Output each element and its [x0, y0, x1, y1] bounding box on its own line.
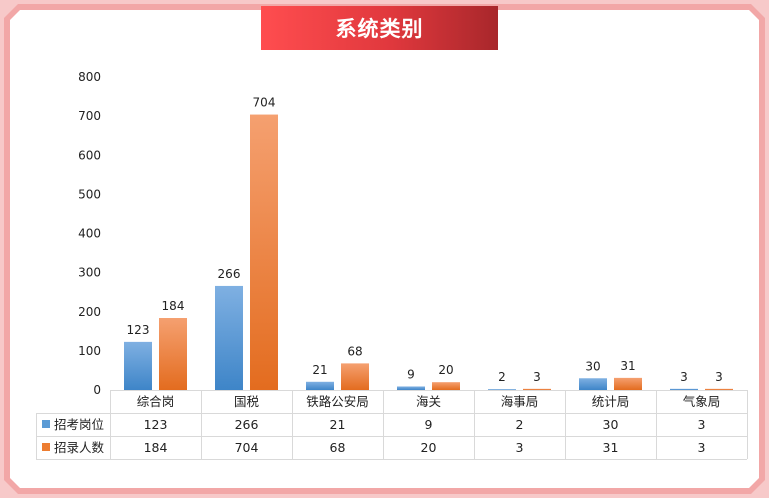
table-cell-value: 30 [603, 417, 619, 432]
bar-hires [250, 114, 278, 390]
bar-data-label: 31 [620, 359, 635, 373]
bar-positions [488, 389, 516, 390]
table-cell-value: 704 [235, 440, 259, 455]
legend-swatch [42, 420, 50, 428]
bar-data-label: 266 [218, 267, 241, 281]
table-cell-value: 20 [421, 440, 437, 455]
bar-positions [579, 378, 607, 390]
bar-hires [523, 388, 551, 390]
bar-data-label: 9 [407, 367, 415, 381]
y-tick-label: 800 [78, 70, 101, 84]
bar-positions [306, 381, 334, 390]
table-cell-value: 3 [516, 440, 524, 455]
table-cell-value: 31 [603, 440, 619, 455]
bar-data-label: 21 [312, 363, 327, 377]
legend-swatch [42, 443, 50, 451]
table-cell-value: 68 [330, 440, 346, 455]
bar-data-label: 3 [680, 370, 688, 384]
bar-data-label: 123 [127, 323, 150, 337]
y-tick-label: 100 [78, 344, 101, 358]
bar-data-label: 184 [162, 299, 185, 313]
category-label: 统计局 [592, 394, 630, 409]
table-cell-value: 21 [330, 417, 346, 432]
chart-card [10, 10, 759, 488]
category-label: 铁路公安局 [306, 394, 369, 409]
legend-label: 招考岗位 [54, 417, 104, 432]
table-cell-value: 266 [235, 417, 259, 432]
category-label: 国税 [234, 394, 260, 409]
bar-data-label: 704 [253, 96, 276, 110]
chart-title: 系统类别 [261, 6, 498, 50]
category-label: 综合岗 [137, 394, 175, 409]
legend-label: 招录人数 [54, 440, 105, 455]
bar-positions [670, 388, 698, 390]
bar-data-label: 3 [715, 370, 723, 384]
bar-positions [215, 285, 243, 390]
bar-positions [397, 386, 425, 390]
y-tick-label: 500 [78, 187, 101, 201]
table-cell-value: 184 [144, 440, 168, 455]
bar-data-label: 3 [533, 370, 541, 384]
category-label: 海事局 [501, 394, 539, 409]
bar-hires [614, 377, 642, 390]
y-tick-label: 200 [78, 305, 101, 319]
bar-data-label: 20 [438, 363, 453, 377]
y-tick-label: 600 [78, 148, 101, 162]
y-tick-label: 0 [93, 383, 101, 397]
bar-hires [341, 363, 369, 390]
bar-positions [124, 341, 152, 390]
bar-hires [432, 382, 460, 390]
bar-data-label: 68 [347, 344, 362, 358]
table-cell-value: 3 [698, 417, 706, 432]
y-tick-label: 400 [78, 227, 101, 241]
y-tick-label: 700 [78, 109, 101, 123]
table-cell-value: 2 [516, 417, 524, 432]
bar-data-label: 2 [498, 370, 506, 384]
table-cell-value: 3 [698, 440, 706, 455]
y-tick-label: 300 [78, 266, 101, 280]
bar-data-label: 30 [585, 359, 600, 373]
table-cell-value: 9 [425, 417, 433, 432]
table-cell-value: 123 [144, 417, 168, 432]
category-label: 海关 [416, 394, 441, 409]
bar-hires [705, 388, 733, 390]
category-label: 气象局 [683, 394, 721, 409]
bar-hires [159, 318, 187, 390]
